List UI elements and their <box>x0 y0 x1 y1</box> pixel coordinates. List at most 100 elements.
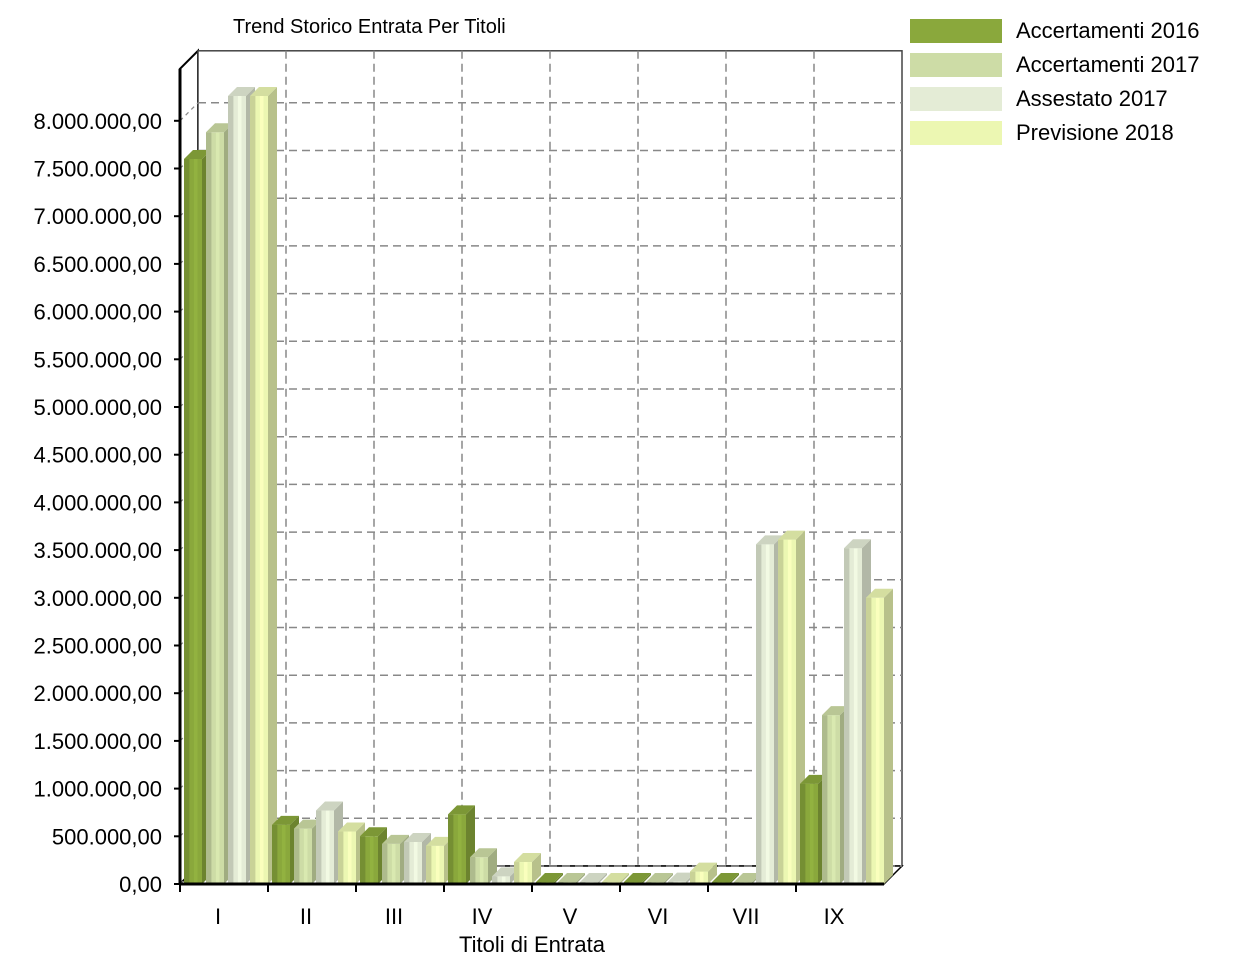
bar-shade <box>800 783 806 884</box>
bar-highlight <box>853 548 858 884</box>
legend-swatch <box>910 87 1002 111</box>
x-tick-label: IX <box>824 904 845 929</box>
bar-highlight <box>325 810 330 884</box>
bar-shade <box>690 871 696 884</box>
bar-top <box>668 872 695 882</box>
y-tick-label: 2.000.000,00 <box>34 681 162 706</box>
bar-shade <box>492 876 498 884</box>
bar-top <box>602 873 629 882</box>
bar-highlight <box>347 831 352 884</box>
chart-legend: Accertamenti 2016 Accertamenti 2017 Assest… <box>910 14 1199 150</box>
x-tick-labels: I II III IV V VI VII IX <box>215 904 845 929</box>
bar-shade <box>272 824 278 884</box>
bar-shade <box>338 831 344 884</box>
bar-VI-4 <box>690 862 717 884</box>
bar-shade <box>844 548 850 884</box>
bar-side <box>884 588 893 884</box>
bar-top <box>426 836 453 846</box>
y-tick-label: 500.000,00 <box>52 824 162 849</box>
y-tick-labels: 0,00 500.000,00 1.000.000,00 1.500.000,00 2.… <box>34 109 162 897</box>
bar-top <box>712 873 739 882</box>
bar-shade <box>184 158 190 884</box>
bar-shade <box>404 842 410 884</box>
legend-label: Accertamenti 2016 <box>1016 18 1200 43</box>
bar-side <box>620 873 629 884</box>
bar-highlight <box>479 857 484 884</box>
bar-shade <box>316 810 322 884</box>
bar-side <box>642 873 651 884</box>
bar-shade <box>382 843 388 884</box>
bar-top <box>338 822 365 832</box>
bar-IV-4 <box>514 853 541 884</box>
bar-top <box>646 873 673 882</box>
bar-highlight <box>237 95 242 885</box>
x-tick-label: I <box>215 904 221 929</box>
bar-highlight <box>809 783 814 884</box>
bar-highlight <box>369 836 374 884</box>
bar-top <box>184 149 211 159</box>
bar-highlight <box>215 132 220 885</box>
bar-side <box>268 86 277 885</box>
bar-top <box>778 530 805 540</box>
bar-highlight <box>193 158 198 884</box>
bar-top <box>404 833 431 843</box>
y-tick-label: 5.000.000,00 <box>34 395 162 420</box>
legend-swatch <box>910 121 1002 145</box>
bar-shade <box>294 828 300 884</box>
x-tick-label: V <box>563 904 578 929</box>
bar-highlight <box>523 862 528 884</box>
bar-I-4 <box>250 86 277 885</box>
bar-side <box>598 873 607 884</box>
bar-top <box>844 539 871 549</box>
y-tick-label: 1.500.000,00 <box>34 729 162 754</box>
bar-top <box>360 827 387 837</box>
bar-top <box>492 867 519 877</box>
bar-IV-2 <box>470 848 497 884</box>
bar-top <box>734 873 761 882</box>
bar-top <box>228 86 255 96</box>
y-tick-label: 2.500.000,00 <box>34 634 162 659</box>
bar-highlight <box>831 715 836 884</box>
bar-top <box>756 535 783 545</box>
bar-VII-4 <box>778 530 805 884</box>
y-tick-label: 7.000.000,00 <box>34 204 162 229</box>
legend-item: Assestato 2017 <box>910 82 1199 116</box>
y-tick-label: 3.500.000,00 <box>34 538 162 563</box>
x-tick-label: IV <box>472 904 493 929</box>
bar-highlight <box>457 814 462 884</box>
bar-highlight <box>281 824 286 884</box>
legend-item: Previsione 2018 <box>910 116 1199 150</box>
x-tick-label: III <box>385 904 403 929</box>
y-tick-label: 4.500.000,00 <box>34 443 162 468</box>
bar-shade <box>866 597 872 884</box>
bar-shade <box>228 95 234 885</box>
bar-highlight <box>501 876 506 884</box>
bar-shade <box>360 836 366 884</box>
bar-shade <box>514 862 520 884</box>
legend-label: Assestato 2017 <box>1016 86 1168 111</box>
y-tick-label: 6.500.000,00 <box>34 252 162 277</box>
bar-shade <box>250 95 256 885</box>
bar-highlight <box>875 597 880 884</box>
chart-title: Trend Storico Entrata Per Titoli <box>233 16 506 38</box>
bar-shade <box>756 544 762 884</box>
y-tick-label: 0,00 <box>119 872 162 897</box>
bar-IV-1 <box>448 805 475 884</box>
bar-top <box>250 86 277 96</box>
bar-top <box>690 862 717 872</box>
bar-top <box>448 805 475 815</box>
axes <box>174 68 884 892</box>
bar-highlight <box>787 539 792 884</box>
y-tick-label: 8.000.000,00 <box>34 109 162 134</box>
y-tick-label: 6.000.000,00 <box>34 300 162 325</box>
bar-top <box>382 834 409 844</box>
bar-top <box>294 819 321 829</box>
x-tick-label: II <box>300 904 312 929</box>
bar-side <box>576 873 585 884</box>
bar-top <box>800 774 827 784</box>
bar-III-2 <box>382 834 409 884</box>
bar-top <box>624 873 651 882</box>
bar-top <box>866 588 893 598</box>
bar-side <box>730 873 739 884</box>
